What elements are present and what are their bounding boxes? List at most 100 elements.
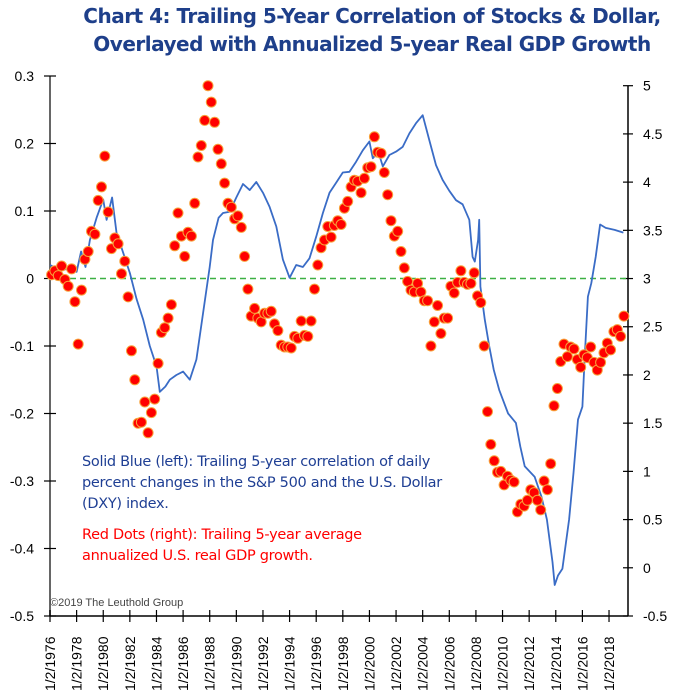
gdp-growth-dot — [96, 181, 107, 193]
gdp-growth-dot — [342, 195, 354, 207]
gdp-growth-dot — [488, 455, 500, 467]
gdp-growth-dot — [69, 296, 81, 308]
left-tick-label: -0.2 — [10, 406, 34, 422]
blue-series-note: Solid Blue (left): Trailing 5-year corre… — [82, 454, 442, 512]
x-tick-label: 1/2/2016 — [574, 636, 590, 691]
gdp-growth-dot — [116, 268, 127, 280]
gdp-growth-dot — [618, 310, 630, 322]
gdp-growth-dot — [375, 147, 387, 159]
gdp-growth-dot — [615, 330, 627, 342]
gdp-growth-dot — [575, 361, 587, 373]
gdp-growth-dot — [126, 345, 137, 357]
right-tick-label: 4 — [643, 174, 651, 190]
gdp-growth-dot — [551, 383, 563, 394]
gdp-growth-dot — [205, 96, 217, 108]
right-tick-label: 0 — [643, 560, 651, 576]
right-tick-label: 1.5 — [643, 415, 663, 431]
red-series-note: Red Dots (right): Trailing 5-year averag… — [82, 527, 362, 564]
gdp-growth-dot — [122, 291, 134, 303]
x-tick-label: 1/2/2012 — [521, 636, 537, 691]
gdp-growth-dot — [119, 255, 131, 267]
gdp-growth-dot — [595, 356, 607, 368]
x-tick-label: 1/2/1998 — [335, 636, 351, 691]
left-tick-label: 0 — [26, 271, 34, 287]
gdp-growth-dot — [548, 400, 560, 412]
gdp-growth-dot — [428, 316, 440, 328]
x-tick-label: 1/2/2002 — [388, 636, 404, 691]
gdp-growth-dot — [82, 246, 94, 257]
x-tick-label: 1/2/1990 — [228, 636, 244, 691]
gdp-growth-dot — [152, 357, 164, 369]
x-tick-label: 1/2/1984 — [148, 636, 164, 691]
gdp-growth-dot — [199, 114, 211, 126]
gdp-growth-dot — [185, 230, 197, 242]
gdp-growth-dot — [478, 340, 490, 352]
gdp-growth-dot — [335, 219, 347, 230]
gdp-growth-dot — [378, 167, 390, 178]
x-tick-label: 1/2/1988 — [202, 636, 218, 691]
gdp-growth-dot — [585, 341, 597, 353]
gdp-growth-dot — [76, 284, 87, 296]
gdp-growth-dot — [485, 438, 497, 450]
gdp-growth-dot — [89, 228, 101, 240]
x-tick-label: 1/2/1994 — [282, 636, 298, 691]
gdp-growth-dot — [102, 206, 114, 218]
gdp-growth-dot — [482, 406, 493, 418]
gdp-growth-dot — [531, 494, 543, 506]
gdp-growth-dot — [358, 172, 370, 184]
gdp-growth-dot — [66, 263, 78, 275]
gdp-growth-dot — [535, 504, 547, 516]
correlation-line — [49, 114, 624, 586]
gdp-growth-dot — [398, 262, 410, 274]
gdp-growth-dot — [142, 427, 154, 439]
gdp-growth-dot — [62, 280, 74, 292]
x-tick-label: 1/2/2010 — [495, 636, 511, 691]
x-tick-label: 1/2/1992 — [255, 636, 271, 691]
gdp-growth-dot — [435, 328, 447, 339]
gdp-growth-dot — [192, 151, 204, 163]
gdp-growth-dot — [212, 143, 224, 155]
gdp-growth-dot — [232, 210, 244, 222]
left-tick-label: -0.3 — [10, 473, 34, 489]
x-tick-label: 1/2/1980 — [95, 636, 111, 691]
right-tick-label: 2.5 — [643, 319, 663, 335]
gdp-growth-dot — [475, 297, 487, 309]
gdp-growth-dot — [312, 259, 324, 271]
gdp-growth-dot — [145, 407, 157, 419]
right-tick-label: 0.5 — [643, 512, 663, 528]
gdp-growth-dot — [325, 231, 337, 243]
right-tick-label: 4.5 — [643, 126, 663, 142]
x-tick-label: 1/2/1976 — [42, 636, 58, 691]
gdp-growth-dot — [149, 393, 161, 405]
left-tick-label: -0.4 — [10, 541, 34, 557]
gdp-growth-dot — [215, 158, 227, 170]
gdp-growth-dot — [179, 250, 191, 262]
gdp-growth-dot — [541, 484, 553, 496]
gdp-growth-dot — [162, 312, 174, 324]
gdp-growth-dot — [225, 201, 237, 213]
gdp-growth-dot — [395, 246, 407, 257]
chart-title-line-1: Chart 4: Trailing 5-Year Correlation of … — [83, 4, 661, 28]
x-tick-label: 1/2/2006 — [441, 636, 457, 691]
gdp-growth-dot — [249, 302, 261, 314]
gdp-growth-dot — [305, 315, 317, 327]
gdp-growth-dot — [285, 342, 297, 354]
x-tick-label: 1/2/2004 — [415, 636, 431, 691]
gdp-growth-dot — [568, 343, 580, 355]
gdp-growth-dot — [272, 325, 284, 337]
gdp-growth-dot — [508, 476, 520, 488]
gdp-growth-dot — [365, 161, 377, 173]
right-tick-label: 3 — [643, 271, 651, 287]
gdp-growth-dot — [72, 338, 84, 350]
gdp-growth-dot — [465, 277, 477, 289]
gdp-growth-dot — [385, 215, 397, 227]
gdp-growth-dot — [355, 187, 367, 199]
gdp-growth-dot — [135, 416, 147, 428]
gdp-growth-dot — [202, 80, 214, 92]
gdp-growth-dot — [309, 283, 320, 295]
gdp-growth-dot — [219, 177, 231, 189]
gdp-growth-dot — [159, 322, 171, 334]
x-tick-label: 1/2/1982 — [122, 636, 138, 691]
left-tick-label: 0.1 — [15, 203, 35, 219]
